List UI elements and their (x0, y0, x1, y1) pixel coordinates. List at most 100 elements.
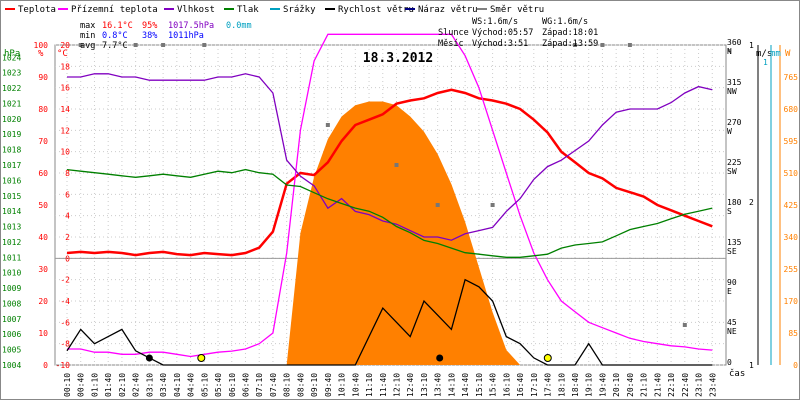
wind-dir-point (682, 323, 687, 327)
x-tick-label: 09:40 (324, 373, 333, 397)
wind-dir-tick: 225 (727, 158, 742, 167)
wind-dir-tick: 315 (727, 78, 742, 87)
watt-tick-label: 765 (784, 73, 799, 82)
temp-tick-label: 14 (60, 105, 70, 114)
wind-dir-label: W (727, 127, 732, 136)
series-line (67, 33, 713, 358)
pct-tick-label: 10 (38, 329, 48, 338)
x-tick-label: 04:10 (173, 373, 182, 397)
wind-dir-point (202, 43, 207, 47)
stats-avg-label: avg (80, 41, 95, 51)
x-tick-label: 10:10 (338, 373, 347, 397)
pct-tick-label: 0 (43, 361, 48, 370)
legend-item: Přízemní teplota (71, 5, 158, 15)
x-tick-label: 14:10 (447, 373, 456, 397)
temp-tick-label: 4 (65, 212, 70, 221)
legend-item: Směr větru (490, 5, 544, 15)
hpa-tick-label: 1017 (2, 161, 21, 170)
x-tick-label: 22:40 (681, 373, 690, 397)
hpa-tick-label: 1019 (2, 130, 21, 139)
hpa-tick-label: 1020 (2, 115, 21, 124)
unit-hpa: hPa (4, 49, 20, 59)
stats-max-temp: 16.1°C (102, 21, 133, 31)
temp-tick-label: -10 (56, 361, 71, 370)
unit-deg: ° (727, 49, 732, 59)
temp-tick-label: 2 (65, 233, 70, 242)
axes: 00:10 00:40 01:10 01:40 02:10 02:40 03:10 03:40… (2, 38, 798, 397)
wind-dir-label: NE (727, 327, 737, 336)
hpa-tick-label: 1015 (2, 192, 21, 201)
series-line (66, 168, 713, 258)
moon-label: Měsíc (438, 39, 464, 49)
hpa-tick-label: 1009 (2, 284, 21, 293)
temp-tick-label: -8 (60, 340, 70, 349)
x-tick-label: 22:10 (667, 373, 676, 397)
hpa-tick-label: 1022 (2, 84, 21, 93)
watt-tick-label: 340 (784, 233, 799, 242)
sun-moon-block: WS:1.6m/s WG:1.6m/s Slunce Východ:05:57 … (438, 17, 598, 49)
sunset: Západ:18:01 (542, 28, 598, 38)
series-lines (66, 33, 713, 366)
wind-dir-point (325, 123, 330, 127)
ms-tick-label: 1 (749, 41, 754, 50)
hpa-tick-label: 1018 (2, 146, 21, 155)
x-tick-label: 18:40 (571, 373, 580, 397)
watt-tick-label: 680 (784, 105, 799, 114)
watt-tick-label: 425 (784, 201, 799, 210)
x-tick-label: 19:10 (585, 373, 594, 397)
x-tick-label: 17:40 (544, 373, 553, 397)
wind-dir-point (161, 43, 166, 47)
wind-dir-label: NW (727, 87, 737, 96)
x-tick-label: 00:40 (77, 373, 86, 397)
moonrise-marker (145, 354, 153, 362)
x-tick-label: 08:10 (283, 373, 292, 397)
solar-series (67, 101, 713, 366)
stats-max-press: 1017.5hPa (168, 21, 214, 31)
x-tick-label: 06:10 (228, 373, 237, 397)
x-tick-label: 21:40 (653, 373, 662, 397)
wind-dir-point (572, 43, 577, 47)
wind-gust-readout: WG:1.6m/s (542, 17, 588, 27)
x-tick-label: 15:40 (489, 373, 498, 397)
legend-item: Teplota (18, 5, 56, 15)
temp-tick-label: 12 (60, 126, 70, 135)
temp-tick-label: 8 (65, 169, 70, 178)
mm-tick-label: 1 (763, 58, 768, 67)
x-tick-label: 17:10 (530, 373, 539, 397)
wind-dir-tick: 45 (727, 318, 737, 327)
pct-tick-label: 100 (34, 41, 49, 50)
watt-tick-label: 0 (793, 361, 798, 370)
temp-tick-label: 6 (65, 190, 70, 199)
ms-tick-label: 2 (749, 198, 754, 207)
watt-tick-label: 255 (784, 265, 799, 274)
x-tick-label: 07:10 (255, 373, 264, 397)
x-tick-label: 03:10 (145, 373, 154, 397)
x-axis-label: čas (729, 368, 745, 379)
watt-tick-label: 595 (784, 137, 799, 146)
x-tick-label: 20:40 (626, 373, 635, 397)
pct-tick-label: 80 (38, 105, 48, 114)
temp-tick-label: 20 (60, 41, 70, 50)
pct-tick-label: 70 (38, 137, 48, 146)
hpa-tick-label: 1007 (2, 315, 21, 324)
x-tick-label: 14:40 (461, 373, 470, 397)
solar-area (67, 101, 713, 366)
wind-dir-tick: 90 (727, 278, 737, 287)
x-tick-label: 20:10 (612, 373, 621, 397)
watt-tick-label: 85 (788, 329, 798, 338)
wind-dir-point (600, 43, 605, 47)
x-tick-label: 05:40 (214, 373, 223, 397)
legend-item: Vlhkost (177, 5, 215, 15)
x-tick-label: 09:10 (310, 373, 319, 397)
pct-tick-label: 60 (38, 169, 48, 178)
x-tick-label: 02:10 (118, 373, 127, 397)
x-tick-label: 15:10 (475, 373, 484, 397)
stats-min-temp: 0.8°C (102, 31, 128, 41)
hpa-tick-label: 1012 (2, 238, 21, 247)
x-tick-label: 05:10 (200, 373, 209, 397)
unit-degc: °C (57, 49, 68, 59)
x-tick-label: 07:40 (269, 373, 278, 397)
pct-tick-label: 90 (38, 73, 48, 82)
legend-item: Rychlost větru (338, 5, 414, 15)
